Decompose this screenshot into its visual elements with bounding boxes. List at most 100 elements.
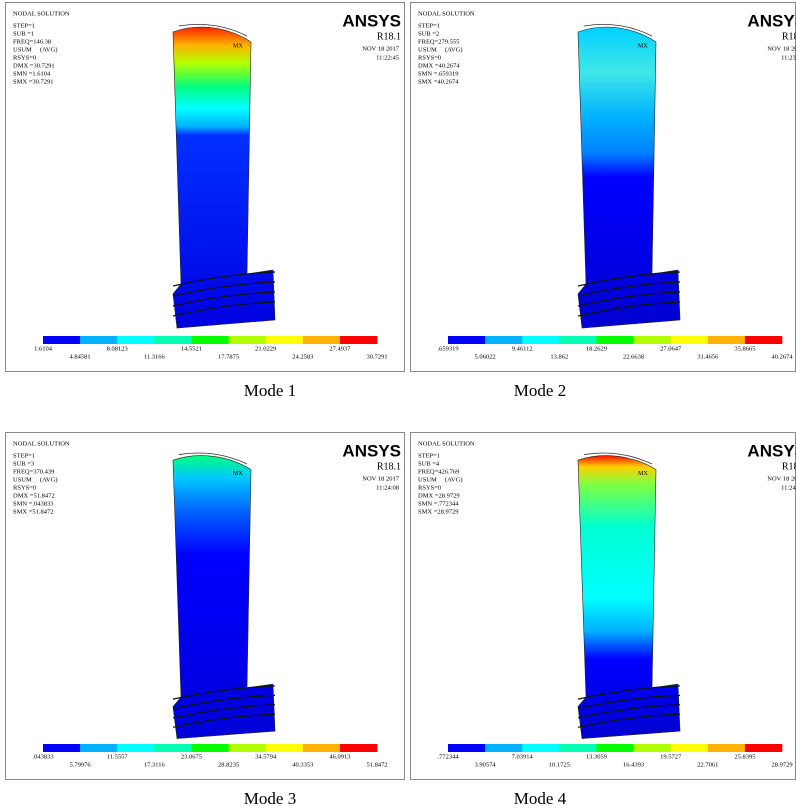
legend-label: 19.5727 [660, 753, 682, 760]
legend-label: 9.46112 [512, 345, 533, 352]
legend-label: 10.1725 [549, 761, 570, 768]
legend-label: 40.2674 [771, 353, 793, 360]
date: NOV 18 2017 [362, 475, 399, 482]
legend-label: 11.3166 [144, 353, 166, 360]
legend-label: 1.6104 [34, 345, 53, 352]
blade-root-line [172, 713, 276, 728]
blade [172, 26, 276, 329]
legend-label: 3.90574 [475, 761, 497, 768]
legend-label: 24.2583 [292, 353, 313, 360]
blade [172, 455, 276, 739]
date: NOV 18 2017 [362, 45, 399, 52]
version: R18.1 [782, 461, 796, 472]
blade-outline [178, 24, 248, 37]
caption: Mode 3 [244, 789, 296, 808]
blade-root-line [577, 281, 681, 297]
legend-band [670, 744, 709, 752]
blade-root-line [577, 713, 681, 728]
blade-root-line [577, 685, 681, 700]
legend-band [559, 744, 597, 752]
blade-root-line [577, 694, 681, 710]
info-line: STEP=1 [13, 22, 35, 29]
blade-root-line [172, 281, 276, 297]
info-line: SMX =28.9729 [418, 508, 459, 515]
legend-label: 30.7291 [366, 353, 387, 360]
legend-label: 13.3059 [586, 753, 607, 760]
legend-label: 35.8665 [734, 345, 755, 352]
result-title: NODAL SOLUTION [13, 10, 70, 17]
blade-outline [178, 452, 248, 465]
legend-band [670, 336, 709, 344]
max-label: MX [638, 471, 648, 477]
info-line: FREQ=426.769 [418, 468, 459, 475]
time: 11:23:27 [781, 54, 796, 61]
info-line: SMX =30.7291 [13, 78, 54, 85]
ansys-logo: ANSYS [747, 441, 796, 460]
info-line: RSYS=0 [13, 484, 36, 491]
legend-band [339, 744, 378, 752]
info-line: SMN =.043833 [13, 500, 54, 507]
legend-band [80, 336, 118, 344]
legend-band [302, 744, 341, 752]
info-line: DMX =28.9729 [418, 492, 460, 499]
info-line: SMN =1.6104 [13, 70, 51, 77]
legend-band [448, 336, 486, 344]
blade-root-line [577, 291, 681, 307]
legend-band [43, 336, 81, 344]
legend-band [191, 336, 229, 344]
ansys-logo: ANSYS [342, 11, 401, 30]
caption: Mode 1 [244, 381, 296, 400]
blade-root-line [172, 685, 276, 700]
info-line: RSYS=0 [13, 54, 36, 61]
time: 11:24:08 [376, 484, 399, 491]
info-line: DMX =40.2674 [418, 62, 460, 69]
date: NOV 18 2017 [767, 45, 796, 52]
info-line: FREQ=279.555 [418, 38, 459, 45]
ansys-logo: ANSYS [342, 441, 401, 460]
legend-band [339, 336, 378, 344]
legend-band [522, 744, 560, 752]
legend-band [191, 744, 229, 752]
caption: Mode 4 [514, 789, 567, 808]
info-line: SMX =40.2674 [418, 78, 459, 85]
legend-band [265, 336, 304, 344]
legend-label: 17.3116 [144, 761, 166, 768]
blade-root-line [172, 704, 276, 719]
info-line: SUB =4 [418, 460, 440, 467]
info-line: USUM (AVG) [418, 46, 462, 53]
legend-label: 40.3353 [292, 761, 313, 768]
info-line: SUB =2 [418, 30, 439, 37]
legend-band [117, 336, 155, 344]
date: NOV 18 2017 [767, 475, 796, 482]
blade-root-line [577, 704, 681, 719]
info-line: RSYS=0 [418, 484, 441, 491]
legend-label: 13.862 [550, 353, 568, 360]
legend-band [154, 744, 192, 752]
blade-root-line [172, 694, 276, 710]
legend-label: 17.7875 [218, 353, 239, 360]
legend-band [707, 744, 746, 752]
result-title: NODAL SOLUTION [418, 440, 475, 447]
blade-root-line [577, 271, 681, 287]
info-line: STEP=1 [13, 452, 35, 459]
legend-label: 5.79976 [70, 761, 92, 768]
legend-band [596, 744, 634, 752]
blade-outline [583, 452, 653, 465]
legend-band [43, 744, 81, 752]
info-line: USUM (AVG) [418, 476, 462, 483]
max-label: MX [233, 471, 243, 477]
blade-root-line [172, 291, 276, 307]
result-title: NODAL SOLUTION [13, 440, 70, 447]
legend-band [80, 744, 118, 752]
version: R18.1 [377, 461, 401, 472]
info-line: STEP=1 [418, 452, 440, 459]
caption: Mode 2 [514, 381, 566, 400]
legend-band [228, 336, 266, 344]
blade-outline [583, 24, 653, 37]
legend-band [485, 744, 523, 752]
info-line: SMN =.659319 [418, 70, 459, 77]
